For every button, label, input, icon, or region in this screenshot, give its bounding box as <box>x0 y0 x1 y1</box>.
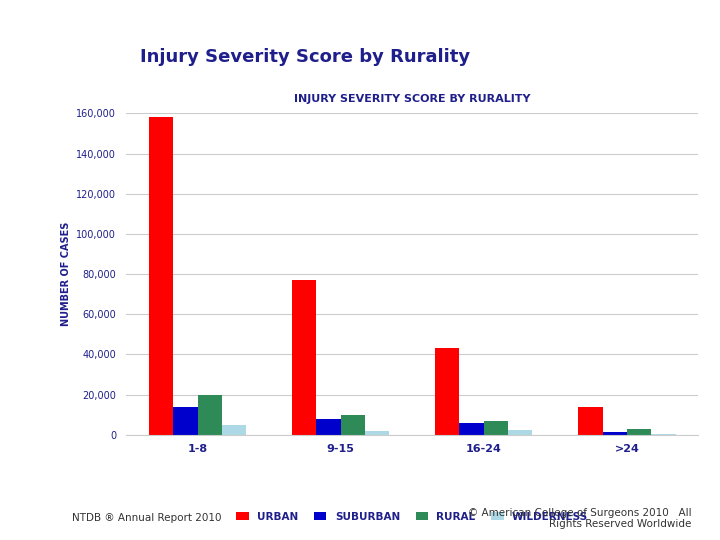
Bar <box>627 429 651 435</box>
Bar <box>508 430 532 435</box>
Bar <box>197 395 222 435</box>
Bar <box>459 423 484 435</box>
Bar <box>316 418 341 435</box>
Bar <box>651 434 675 435</box>
Text: © American College of Surgeons 2010   All
Rights Reserved Worldwide: © American College of Surgeons 2010 All … <box>467 508 691 529</box>
Bar <box>174 407 197 435</box>
Y-axis label: NUMBER OF CASES: NUMBER OF CASES <box>60 222 71 326</box>
Bar <box>222 424 246 435</box>
Title: INJURY SEVERITY SCORE BY RURALITY: INJURY SEVERITY SCORE BY RURALITY <box>294 94 531 104</box>
Legend: URBAN, SUBURBAN, RURAL, WILDERNESS: URBAN, SUBURBAN, RURAL, WILDERNESS <box>232 508 593 526</box>
Bar <box>149 117 174 435</box>
Bar <box>341 415 365 435</box>
Bar <box>484 421 508 435</box>
Bar <box>435 348 459 435</box>
Text: Injury Severity Score by Rurality: Injury Severity Score by Rurality <box>140 48 471 66</box>
Bar <box>578 407 603 435</box>
Bar <box>365 431 390 435</box>
Bar <box>603 431 627 435</box>
Bar <box>292 280 316 435</box>
Text: NTDB ® Annual Report 2010: NTDB ® Annual Report 2010 <box>72 514 222 523</box>
Text: Figure
49: Figure 49 <box>65 76 98 97</box>
